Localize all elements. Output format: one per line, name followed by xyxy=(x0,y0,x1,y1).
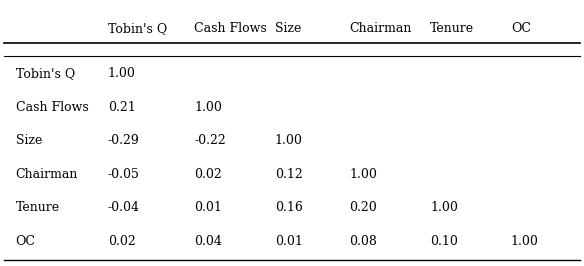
Text: Cash Flows: Cash Flows xyxy=(194,22,267,35)
Text: 0.20: 0.20 xyxy=(350,201,377,214)
Text: -0.05: -0.05 xyxy=(108,168,140,181)
Text: 1.00: 1.00 xyxy=(274,134,303,147)
Text: OC: OC xyxy=(16,235,36,248)
Text: 0.10: 0.10 xyxy=(430,235,458,248)
Text: 0.16: 0.16 xyxy=(274,201,303,214)
Text: Chairman: Chairman xyxy=(350,22,412,35)
Text: 0.01: 0.01 xyxy=(194,201,222,214)
Text: -0.29: -0.29 xyxy=(108,134,140,147)
Text: 0.08: 0.08 xyxy=(350,235,377,248)
Text: 0.01: 0.01 xyxy=(274,235,303,248)
Text: 1.00: 1.00 xyxy=(430,201,458,214)
Text: Tobin's Q: Tobin's Q xyxy=(16,67,75,80)
Text: 0.12: 0.12 xyxy=(274,168,303,181)
Text: Tobin's Q: Tobin's Q xyxy=(108,22,167,35)
Text: 1.00: 1.00 xyxy=(511,235,538,248)
Text: OC: OC xyxy=(511,22,531,35)
Text: Size: Size xyxy=(16,134,42,147)
Text: 0.02: 0.02 xyxy=(194,168,222,181)
Text: -0.22: -0.22 xyxy=(194,134,226,147)
Text: Tenure: Tenure xyxy=(430,22,474,35)
Text: 1.00: 1.00 xyxy=(108,67,135,80)
Text: 0.02: 0.02 xyxy=(108,235,135,248)
Text: 0.04: 0.04 xyxy=(194,235,222,248)
Text: 1.00: 1.00 xyxy=(350,168,377,181)
Text: -0.04: -0.04 xyxy=(108,201,140,214)
Text: 0.21: 0.21 xyxy=(108,101,135,114)
Text: Cash Flows: Cash Flows xyxy=(16,101,88,114)
Text: Tenure: Tenure xyxy=(16,201,60,214)
Text: Size: Size xyxy=(274,22,301,35)
Text: Chairman: Chairman xyxy=(16,168,78,181)
Text: 1.00: 1.00 xyxy=(194,101,222,114)
